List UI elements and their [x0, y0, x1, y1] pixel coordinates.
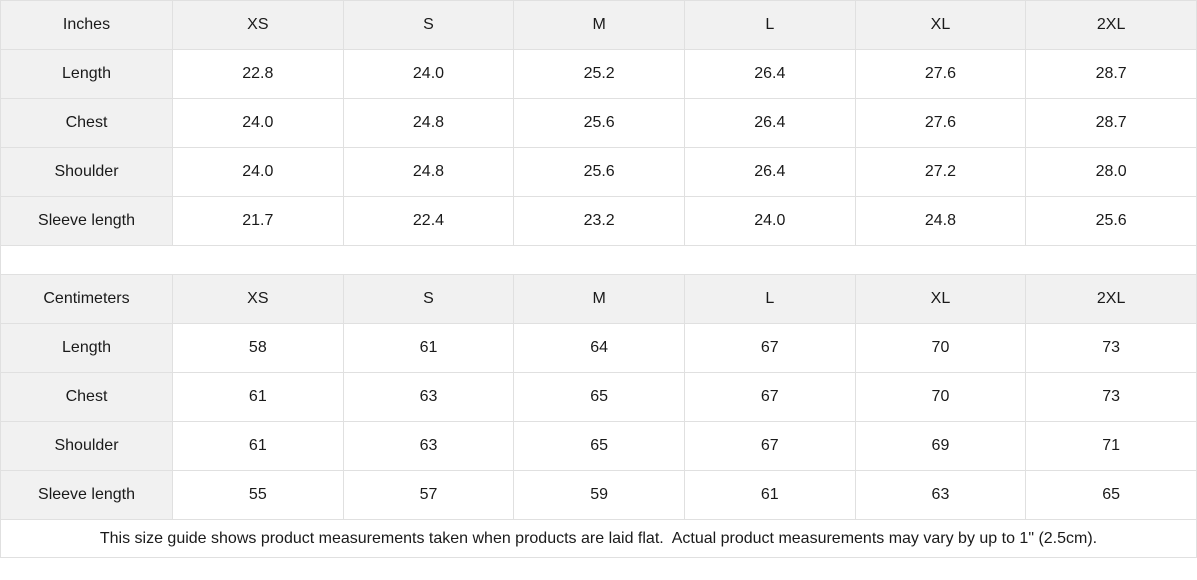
- value-cell: 25.6: [513, 147, 685, 197]
- unit-header-cell: Inches: [0, 0, 173, 50]
- measure-label-cell: Shoulder: [0, 421, 173, 471]
- value-cell: 64: [513, 323, 685, 373]
- value-cell: 70: [854, 323, 1027, 373]
- value-cell: 67: [683, 323, 856, 373]
- size-header-cell-s: S: [342, 274, 515, 324]
- value-cell: 24.0: [683, 196, 856, 246]
- value-cell: 23.2: [513, 196, 685, 246]
- section-spacer-row: [0, 245, 1197, 275]
- value-cell: 70: [854, 372, 1027, 422]
- value-cell: 24.8: [342, 147, 515, 197]
- measure-label-cell: Sleeve length: [0, 470, 173, 520]
- size-header-cell-l: L: [683, 0, 856, 50]
- value-cell: 21.7: [172, 196, 344, 246]
- value-cell: 61: [172, 421, 344, 471]
- value-cell: 26.4: [683, 49, 856, 99]
- measure-label-cell: Shoulder: [0, 147, 173, 197]
- value-cell: 65: [513, 372, 685, 422]
- footer-note-row: This size guide shows product measuremen…: [0, 519, 1197, 558]
- size-table-body: Inches XS S M L XL 2XL Length 22.8 24.0 25.2 26.4 27…: [0, 0, 1197, 558]
- value-cell: 63: [854, 470, 1027, 520]
- size-header-cell-s: S: [342, 0, 515, 50]
- value-cell: 26.4: [683, 98, 856, 148]
- table-row: Shoulder 61 63 65 67 69 71: [0, 421, 1197, 471]
- value-cell: 24.8: [342, 98, 515, 148]
- value-cell: 61: [172, 372, 344, 422]
- value-cell: 63: [342, 421, 515, 471]
- size-header-cell-m: M: [513, 274, 685, 324]
- value-cell: 63: [342, 372, 515, 422]
- value-cell: 73: [1025, 372, 1197, 422]
- measure-label-cell: Length: [0, 323, 173, 373]
- value-cell: 27.6: [854, 49, 1027, 99]
- value-cell: 67: [683, 421, 856, 471]
- value-cell: 28.7: [1025, 98, 1197, 148]
- value-cell: 67: [683, 372, 856, 422]
- value-cell: 28.7: [1025, 49, 1197, 99]
- value-cell: 69: [854, 421, 1027, 471]
- value-cell: 55: [172, 470, 344, 520]
- measure-label-cell: Sleeve length: [0, 196, 173, 246]
- size-header-cell-l: L: [683, 274, 856, 324]
- size-header-cell-xl: XL: [854, 274, 1027, 324]
- unit-header-cell: Centimeters: [0, 274, 173, 324]
- value-cell: 73: [1025, 323, 1197, 373]
- value-cell: 26.4: [683, 147, 856, 197]
- value-cell: 58: [172, 323, 344, 373]
- value-cell: 25.2: [513, 49, 685, 99]
- value-cell: 24.0: [172, 147, 344, 197]
- value-cell: 27.2: [854, 147, 1027, 197]
- value-cell: 24.0: [172, 98, 344, 148]
- value-cell: 61: [342, 323, 515, 373]
- table-row: Sleeve length 21.7 22.4 23.2 24.0 24.8 25.6: [0, 196, 1197, 246]
- value-cell: 61: [683, 470, 856, 520]
- value-cell: 24.8: [854, 196, 1027, 246]
- value-cell: 65: [513, 421, 685, 471]
- value-cell: 25.6: [513, 98, 685, 148]
- table-row: Chest 24.0 24.8 25.6 26.4 27.6 28.7: [0, 98, 1197, 148]
- size-header-cell-xl: XL: [854, 0, 1027, 50]
- section-spacer-cell: [0, 245, 1197, 275]
- size-header-cell-2xl: 2XL: [1025, 274, 1197, 324]
- value-cell: 65: [1025, 470, 1197, 520]
- table-row: Sleeve length 55 57 59 61 63 65: [0, 470, 1197, 520]
- table-row: Shoulder 24.0 24.8 25.6 26.4 27.2 28.0: [0, 147, 1197, 197]
- value-cell: 22.8: [172, 49, 344, 99]
- value-cell: 24.0: [342, 49, 515, 99]
- size-header-cell-2xl: 2XL: [1025, 0, 1197, 50]
- value-cell: 25.6: [1025, 196, 1197, 246]
- table-row: Chest 61 63 65 67 70 73: [0, 372, 1197, 422]
- header-row-centimeters: Centimeters XS S M L XL 2XL: [0, 274, 1197, 324]
- value-cell: 27.6: [854, 98, 1027, 148]
- value-cell: 59: [513, 470, 685, 520]
- measure-label-cell: Chest: [0, 98, 173, 148]
- value-cell: 57: [342, 470, 515, 520]
- measure-label-cell: Length: [0, 49, 173, 99]
- size-guide-page: Inches XS S M L XL 2XL Length 22.8 24.0 25.2 26.4 27…: [0, 0, 1197, 558]
- measure-label-cell: Chest: [0, 372, 173, 422]
- size-header-cell-xs: XS: [172, 274, 344, 324]
- size-header-cell-xs: XS: [172, 0, 344, 50]
- value-cell: 28.0: [1025, 147, 1197, 197]
- footer-note: This size guide shows product measuremen…: [0, 519, 1197, 558]
- value-cell: 71: [1025, 421, 1197, 471]
- header-row-inches: Inches XS S M L XL 2XL: [0, 0, 1197, 50]
- table-row: Length 22.8 24.0 25.2 26.4 27.6 28.7: [0, 49, 1197, 99]
- size-header-cell-m: M: [513, 0, 685, 50]
- table-row: Length 58 61 64 67 70 73: [0, 323, 1197, 373]
- size-guide-table: Inches XS S M L XL 2XL Length 22.8 24.0 25.2 26.4 27…: [0, 0, 1197, 558]
- value-cell: 22.4: [342, 196, 515, 246]
